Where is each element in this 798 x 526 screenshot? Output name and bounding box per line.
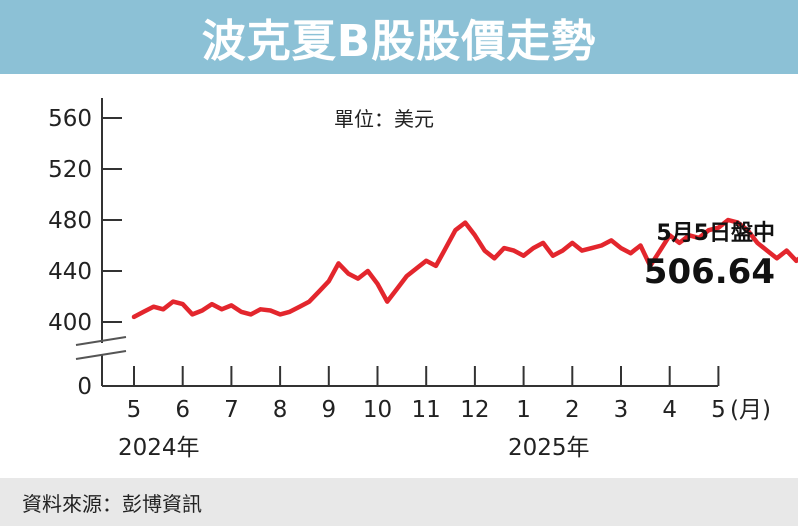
axis-break-slash [75, 336, 127, 346]
source-bar: 資料來源：彭博資訊 [0, 478, 798, 526]
line-chart: 0 400 440 480 520 560 5 6 7 8 9 10 11 12 1 2 3 4 5 (… [48, 98, 798, 461]
x-tick-label: 11 [412, 397, 441, 423]
y-tick-label: 560 [48, 106, 92, 132]
axis-break-slash [75, 350, 127, 360]
year-label-2025: 2025年 [508, 435, 590, 461]
y-tick-label: 480 [48, 208, 92, 234]
unit-label: 單位：美元 [334, 107, 434, 131]
x-tick-label: 4 [662, 397, 677, 423]
x-tick-label: 1 [516, 397, 531, 423]
y-tick-label: 520 [48, 157, 92, 183]
x-unit-label: (月) [730, 397, 771, 423]
y-tick-label: 0 [77, 374, 92, 400]
x-tick-label: 7 [224, 397, 239, 423]
year-label-2024: 2024年 [118, 435, 200, 461]
x-tick-label: 6 [175, 397, 190, 423]
x-tick-label: 2 [565, 397, 580, 423]
x-ticks: 5 6 7 8 9 10 11 12 1 2 3 4 5 [127, 366, 726, 423]
y-tick-label: 440 [48, 259, 92, 285]
y-ticks: 0 400 440 480 520 560 [48, 106, 122, 400]
price-line [131, 217, 798, 320]
axis-break-gap [76, 343, 128, 355]
x-tick-label: 12 [460, 397, 489, 423]
x-tick-label: 5 [127, 397, 142, 423]
annotation-value: 506.64 [644, 252, 775, 292]
chart-title: 波克夏B股股價走勢 [201, 16, 597, 67]
x-tick-label: 5 [711, 397, 726, 423]
x-tick-label: 3 [614, 397, 629, 423]
plot-area [0, 74, 798, 478]
source-note: 資料來源：彭博資訊 [22, 491, 202, 516]
title-bar: 波克夏B股股價走勢 [0, 0, 798, 74]
x-tick-label: 9 [321, 397, 336, 423]
y-tick-label: 400 [48, 310, 92, 336]
axis-break [75, 336, 128, 360]
annotation-label: 5月5日盤中 [656, 220, 775, 246]
x-tick-label: 10 [363, 397, 392, 423]
x-tick-label: 8 [273, 397, 288, 423]
